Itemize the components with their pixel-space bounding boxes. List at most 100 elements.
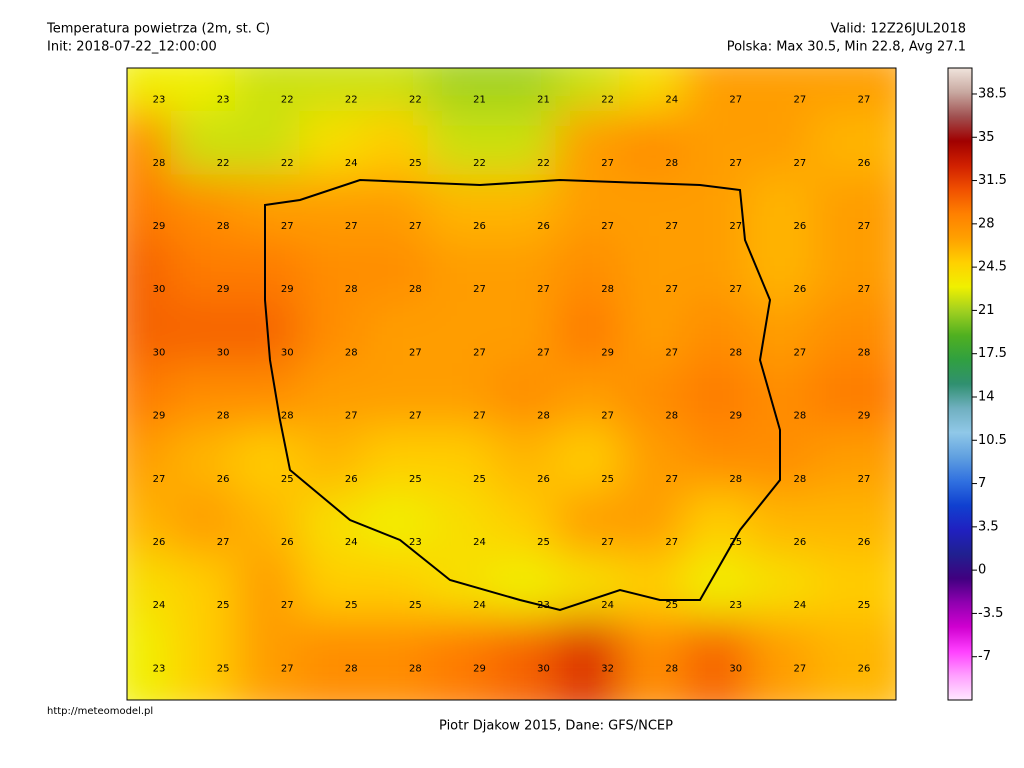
field-value: 28 <box>345 347 358 358</box>
field-value: 27 <box>217 537 230 548</box>
field-value: 25 <box>281 474 294 485</box>
field-value: 28 <box>858 347 871 358</box>
field-value: 26 <box>217 474 230 485</box>
field-value: 27 <box>665 537 678 548</box>
colorbar <box>947 67 973 701</box>
field-value: 27 <box>281 663 294 674</box>
colorbar-tick-label: 24.5 <box>978 260 1007 275</box>
field-value: 27 <box>858 221 871 232</box>
field-value: 27 <box>729 158 742 169</box>
field-value: 26 <box>153 537 166 548</box>
field-value: 28 <box>601 284 614 295</box>
field-value: 25 <box>601 474 614 485</box>
field-value: 25 <box>537 537 550 548</box>
field-value: 27 <box>794 95 807 106</box>
field-value: 27 <box>729 95 742 106</box>
field-value: 29 <box>473 663 486 674</box>
credit: Piotr Djakow 2015, Dane: GFS/NCEP <box>439 719 673 734</box>
field-value: 28 <box>153 158 166 169</box>
field-value: 28 <box>345 284 358 295</box>
field-value: 27 <box>665 347 678 358</box>
colorbar-tick-label: 0 <box>978 563 986 578</box>
field-value: 30 <box>153 284 166 295</box>
field-value: 23 <box>537 600 550 611</box>
field-value: 22 <box>217 158 230 169</box>
field-value: 29 <box>153 221 166 232</box>
field-value: 24 <box>473 600 486 611</box>
field-value: 28 <box>794 411 807 422</box>
valid-time: Valid: 12Z26JUL2018 <box>830 22 966 37</box>
field-value: 22 <box>601 95 614 106</box>
field-value: 24 <box>794 600 807 611</box>
field-value: 27 <box>473 284 486 295</box>
field-value: 27 <box>729 221 742 232</box>
field-cell <box>811 616 896 700</box>
field-value: 27 <box>473 411 486 422</box>
field-value: 27 <box>281 600 294 611</box>
field-value: 27 <box>345 221 358 232</box>
field-value: 30 <box>217 347 230 358</box>
field-value: 25 <box>858 600 871 611</box>
field-value: 27 <box>794 158 807 169</box>
field-value: 23 <box>153 95 166 106</box>
field-value: 22 <box>281 95 294 106</box>
field-value: 29 <box>153 411 166 422</box>
colorbar-tick-label: 3.5 <box>978 519 999 534</box>
field-value: 27 <box>729 284 742 295</box>
field-value: 27 <box>153 474 166 485</box>
field-value: 27 <box>665 284 678 295</box>
field-value: 32 <box>601 663 614 674</box>
field-value: 24 <box>345 537 358 548</box>
field-value: 28 <box>217 411 230 422</box>
field-value: 25 <box>409 158 422 169</box>
init-time: Init: 2018-07-22_12:00:00 <box>47 40 217 55</box>
field-value: 27 <box>409 347 422 358</box>
field-labels: 23 23 22 22 22 21 21 22 24 27 27 27 28 22 22 24 25 22 22 27… <box>153 95 871 675</box>
field-value: 25 <box>217 663 230 674</box>
field-value: 28 <box>665 158 678 169</box>
field-value: 29 <box>281 284 294 295</box>
field-value: 22 <box>537 158 550 169</box>
field-value: 29 <box>729 411 742 422</box>
field-colors <box>127 68 896 700</box>
field-value: 27 <box>601 221 614 232</box>
colorbar-tick-label: 7 <box>978 476 986 491</box>
field-value: 27 <box>409 221 422 232</box>
colorbar-tick-label: -7 <box>978 649 991 664</box>
field-value: 27 <box>345 411 358 422</box>
temperature-field <box>127 68 896 700</box>
field-value: 26 <box>858 663 871 674</box>
field-value: 27 <box>537 347 550 358</box>
field-value: 26 <box>281 537 294 548</box>
field-value: 30 <box>537 663 550 674</box>
field-value: 21 <box>473 95 486 106</box>
title: Temperatura powietrza (2m, st. C) <box>46 22 270 37</box>
field-value: 29 <box>858 411 871 422</box>
field-value: 28 <box>729 347 742 358</box>
field-value: 23 <box>217 95 230 106</box>
field-value: 24 <box>665 95 678 106</box>
url: http://meteomodel.pl <box>47 706 153 717</box>
country-border <box>264 178 781 612</box>
field-value: 26 <box>345 474 358 485</box>
field-value: 28 <box>665 663 678 674</box>
field-value: 27 <box>794 347 807 358</box>
colorbar-tick-label: 28 <box>978 216 995 231</box>
field-value: 24 <box>601 600 614 611</box>
colorbar-tick-label: 10.5 <box>978 433 1007 448</box>
colorbar-tick-label: 21 <box>978 303 995 318</box>
field-value: 27 <box>537 284 550 295</box>
field-value: 27 <box>665 474 678 485</box>
field-value: 28 <box>409 284 422 295</box>
field-value: 24 <box>473 537 486 548</box>
field-value: 22 <box>345 95 358 106</box>
field-value: 27 <box>601 537 614 548</box>
field-value: 25 <box>473 474 486 485</box>
field-value: 27 <box>281 221 294 232</box>
field-value: 27 <box>858 474 871 485</box>
field-value: 25 <box>729 537 742 548</box>
colorbar-tick-label: 35 <box>978 130 995 145</box>
field-value: 28 <box>409 663 422 674</box>
field-value: 28 <box>665 411 678 422</box>
